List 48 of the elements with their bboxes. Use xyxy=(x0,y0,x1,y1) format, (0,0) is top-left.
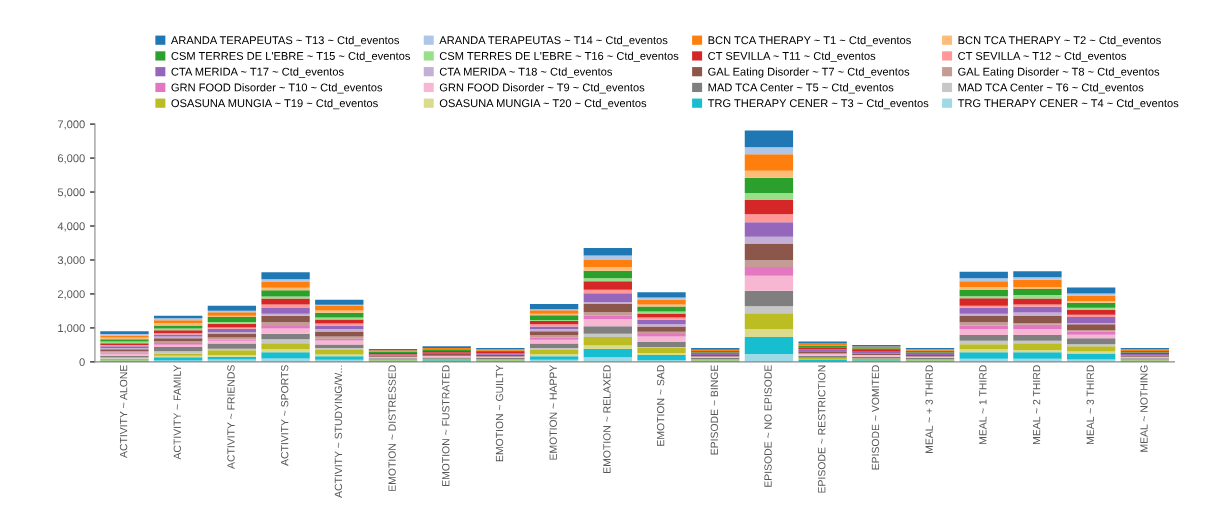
y-tick-label: 5,000 xyxy=(57,188,85,198)
x-tick-label: EMOTION ~ RELAXED xyxy=(603,365,611,473)
legend-label: GAL Eating Disorder ~ T8 ~ Ctd_eventos xyxy=(958,67,1160,78)
y-tick-label: 4,000 xyxy=(57,222,85,232)
legend-label: GRN FOOD Disorder ~ T9 ~ Ctd_eventos xyxy=(439,83,645,94)
x-tick-label: EPISODE ~ NO EPISODE xyxy=(764,365,772,487)
x-tick-label: ACTIVITY ~ STUDYING/W... xyxy=(334,365,343,498)
legend-label: CT SEVILLA ~ T11 ~ Ctd_eventos xyxy=(708,51,876,62)
x-tick-label: ACTIVITY ~ SPORTS xyxy=(281,365,289,466)
x-tick-label: ACTIVITY ~ FRIENDS xyxy=(227,365,235,469)
legend-label: BCN TCA THERAPY ~ T2 ~ Ctd_eventos xyxy=(958,35,1161,47)
legend-label: BCN TCA THERAPY ~ T1 ~ Ctd_eventos xyxy=(708,35,911,47)
legend-label: GRN FOOD Disorder ~ T10 ~ Ctd_eventos xyxy=(171,83,383,94)
x-tick-label: MEAL ~ 2 THIRD xyxy=(1032,365,1041,444)
x-tick-label: ACTIVITY ~ FAMILY xyxy=(173,364,181,460)
y-tick-label: 7,000 xyxy=(57,120,85,130)
x-tick-label: EMOTION ~ FUSTRATED xyxy=(442,365,450,487)
y-tick-label: 2,000 xyxy=(57,290,85,300)
x-tick-label: MEAL ~ NOTHING xyxy=(1140,365,1148,452)
x-tick-label: MEAL ~ 1 THIRD xyxy=(979,365,987,444)
legend-label: ARANDA TERAPEUTAS ~ T13 ~ Ctd_eventos xyxy=(170,35,400,47)
x-tick-label: EMOTION ~ SAD xyxy=(656,365,665,446)
legend-label: CSM TERRES DE L'EBRE ~ T16 ~ Ctd_eventos xyxy=(439,51,679,62)
legend-label: MAD TCA Center ~ T5 ~ Ctd_eventos xyxy=(708,83,894,94)
x-tick-label: EMOTION ~ DISTRESSED xyxy=(388,365,396,491)
x-tick-label: EPISODE ~ BINGE xyxy=(710,365,719,455)
legend-label: GAL Eating Disorder ~ T7 ~ Ctd_eventos xyxy=(708,67,910,78)
y-tick-label: 1,000 xyxy=(58,324,85,334)
legend-label: ARANDA TERAPEUTAS ~ T14 ~ Ctd_eventos xyxy=(439,35,668,47)
legend-label: CT SEVILLA ~ T12 ~ Ctd_eventos xyxy=(958,51,1127,62)
x-tick-label: MEAL ~ + 3 THIRD xyxy=(925,365,933,453)
x-tick-label: EMOTION ~ GUILTY xyxy=(495,364,504,462)
x-tick-label: EPISODE ~ RESTRICTION xyxy=(818,365,826,493)
legend-label: CSM TERRES DE L'EBRE ~ T15 ~ Ctd_eventos xyxy=(171,51,410,62)
legend-label: TRG THERAPY CENER ~ T4 ~ Ctd_eventos xyxy=(957,98,1179,110)
legend-label: MAD TCA Center ~ T6 ~ Ctd_eventos xyxy=(958,83,1144,94)
x-tick-label: EPISODE ~ VOMITED xyxy=(871,365,880,470)
legend-label: CTA MERIDA ~ T18 ~ Ctd_eventos xyxy=(439,67,613,78)
legend-label: OSASUNA MUNGIA ~ T19 ~ Ctd_eventos xyxy=(171,98,378,110)
y-tick-label: 6,000 xyxy=(57,154,85,164)
legend-label: CTA MERIDA ~ T17 ~ Ctd_eventos xyxy=(171,67,344,78)
x-tick-label: ACTIVITY ~ ALONE xyxy=(119,365,128,458)
y-tick-label: 3,000 xyxy=(57,256,85,266)
legend-label: TRG THERAPY CENER ~ T3 ~ Ctd_eventos xyxy=(707,98,929,110)
x-tick-label: MEAL ~ 3 THIRD xyxy=(1086,365,1094,444)
x-tick-label: EMOTION ~ HAPPY xyxy=(549,364,557,460)
legend-label: OSASUNA MUNGIA ~ T20 ~ Ctd_eventos xyxy=(439,98,647,110)
y-tick-label: 0 xyxy=(79,358,85,367)
